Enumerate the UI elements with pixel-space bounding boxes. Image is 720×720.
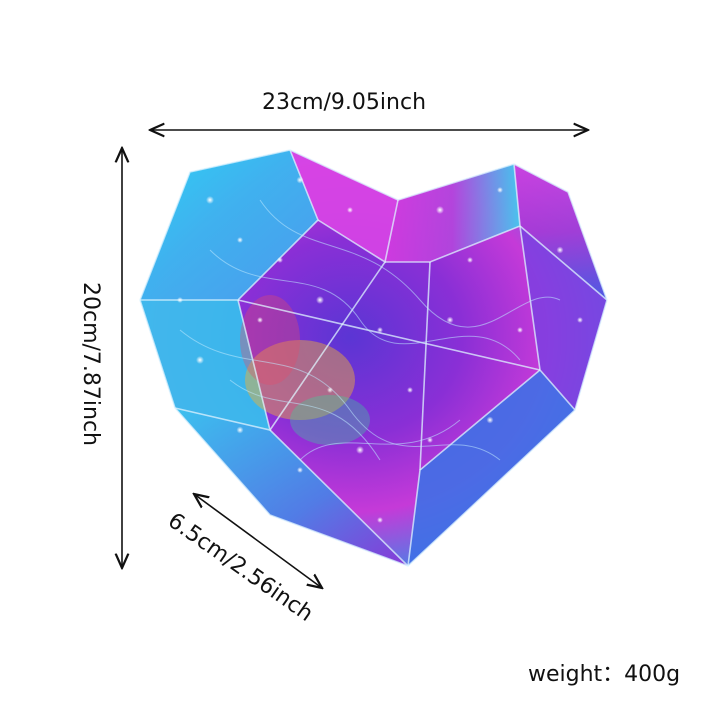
weight-label: weight：400g [528, 662, 681, 687]
depth-arrow [194, 494, 322, 588]
heart-light-box [139, 149, 608, 567]
height-label: 20cm/7.87inch [78, 281, 103, 447]
width-label: 23cm/9.05inch [262, 90, 427, 115]
